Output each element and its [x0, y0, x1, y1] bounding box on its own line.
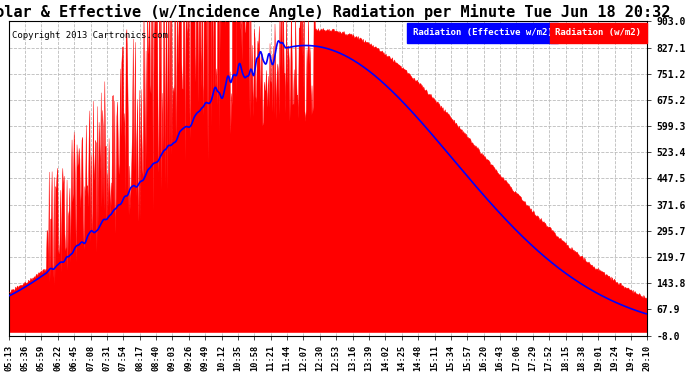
- Text: Copyright 2013 Cartronics.com: Copyright 2013 Cartronics.com: [12, 31, 168, 40]
- Legend: Radiation (Effective w/m2), Radiation (w/m2): Radiation (Effective w/m2), Radiation (w…: [408, 26, 643, 39]
- Title: Solar & Effective (w/Incidence Angle) Radiation per Minute Tue Jun 18 20:32: Solar & Effective (w/Incidence Angle) Ra…: [0, 4, 670, 20]
